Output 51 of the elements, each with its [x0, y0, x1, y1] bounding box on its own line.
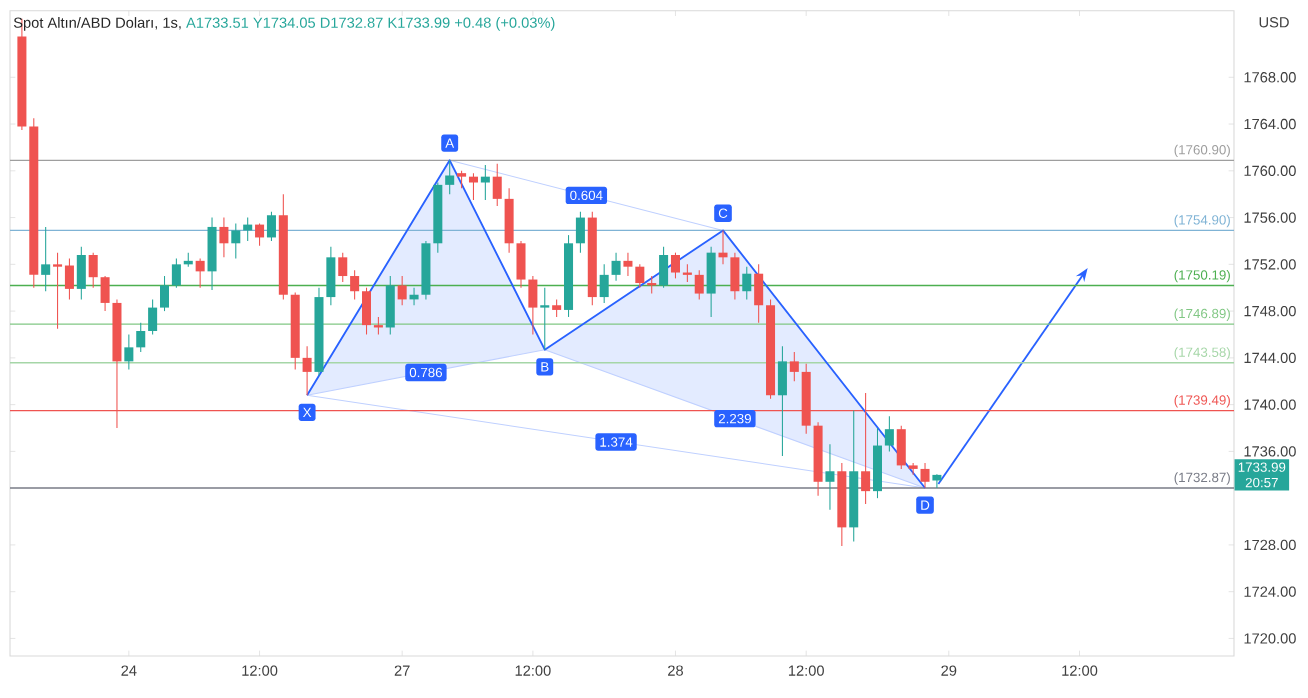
candlestick — [136, 322, 146, 353]
candlestick — [219, 217, 229, 258]
candlestick — [884, 415, 894, 452]
candlestick — [694, 269, 704, 300]
candlestick — [468, 172, 478, 201]
candlestick — [350, 269, 360, 300]
candlestick — [76, 246, 86, 300]
candlestick — [100, 275, 110, 312]
candlestick — [623, 252, 633, 277]
candlestick — [445, 159, 455, 195]
candlestick — [635, 263, 645, 289]
candlestick — [706, 246, 716, 318]
candlestick — [789, 351, 799, 382]
candlestick — [338, 252, 348, 283]
candlestick — [266, 211, 276, 242]
candlestick — [896, 425, 906, 470]
candlestick — [670, 252, 680, 279]
candlestick — [124, 333, 134, 371]
candlestick — [575, 211, 585, 254]
candlestick — [516, 240, 526, 289]
candlestick — [599, 263, 609, 304]
candlestick — [528, 275, 538, 336]
candlestick — [908, 462, 918, 476]
candlestick — [159, 275, 170, 312]
candlestick — [659, 246, 669, 289]
candlestick — [920, 462, 930, 489]
candlestick — [385, 275, 395, 336]
candlestick — [872, 427, 883, 499]
candlestick — [362, 287, 372, 336]
candlestick — [397, 275, 407, 306]
candlestick — [195, 257, 205, 289]
candlestick — [825, 443, 835, 511]
candlestick — [754, 263, 764, 324]
candlestick — [302, 345, 312, 396]
candlestick — [480, 164, 490, 201]
candlestick — [540, 287, 550, 351]
candlestick — [504, 187, 514, 254]
candlestick — [492, 163, 502, 207]
candlestick — [171, 257, 181, 289]
candlestick — [718, 229, 728, 265]
candlestick — [231, 222, 241, 260]
candlestick — [255, 222, 265, 247]
candlestick — [88, 252, 98, 289]
candlestick — [730, 252, 740, 300]
candlestick — [41, 226, 51, 292]
candlestick — [326, 246, 336, 306]
candlestick — [742, 266, 752, 300]
candlestick — [611, 252, 621, 282]
candlestick — [777, 345, 787, 457]
candlestick — [148, 298, 158, 336]
candlestick — [207, 217, 217, 291]
